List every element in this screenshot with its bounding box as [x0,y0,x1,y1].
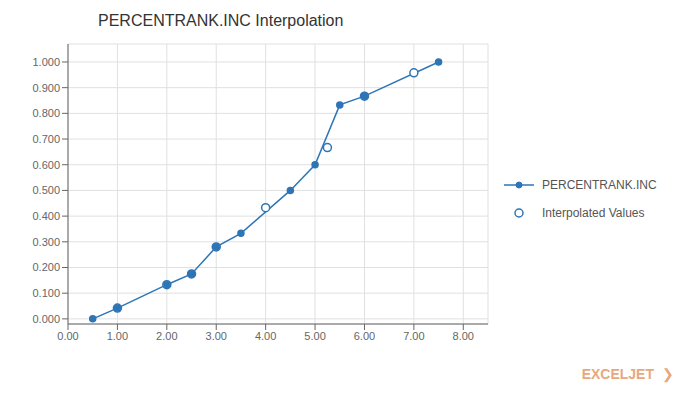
svg-text:0.000: 0.000 [32,313,60,325]
svg-text:0.300: 0.300 [32,236,60,248]
svg-text:0.00: 0.00 [57,330,78,342]
svg-text:0.800: 0.800 [32,107,60,119]
svg-text:0.700: 0.700 [32,133,60,145]
svg-text:1.00: 1.00 [107,330,128,342]
html-text:PERCENTRANK.INC Interpolation: PERCENTRANK.INC Interpolation [98,12,344,29]
svg-text:0.500: 0.500 [32,184,60,196]
html-text:EXCELJET: EXCELJET [581,366,654,382]
svg-text:6.00: 6.00 [354,330,375,342]
svg-text:1.000: 1.000 [32,56,60,68]
html-text:PERCENTRANK.INC: PERCENTRANK.INC [542,178,657,192]
svg-text:7.00: 7.00 [403,330,424,342]
svg-text:0.900: 0.900 [32,82,60,94]
svg-text:3.00: 3.00 [206,330,227,342]
svg-text:0.200: 0.200 [32,261,60,273]
html-text:Interpolated Values: Interpolated Values [542,206,645,220]
svg-text:8.00: 8.00 [453,330,474,342]
svg-text:5.00: 5.00 [304,330,325,342]
svg-text:2.00: 2.00 [156,330,177,342]
svg-text:0.600: 0.600 [32,159,60,171]
svg-text:4.00: 4.00 [255,330,276,342]
svg-text:0.400: 0.400 [32,210,60,222]
svg-text:0.100: 0.100 [32,287,60,299]
